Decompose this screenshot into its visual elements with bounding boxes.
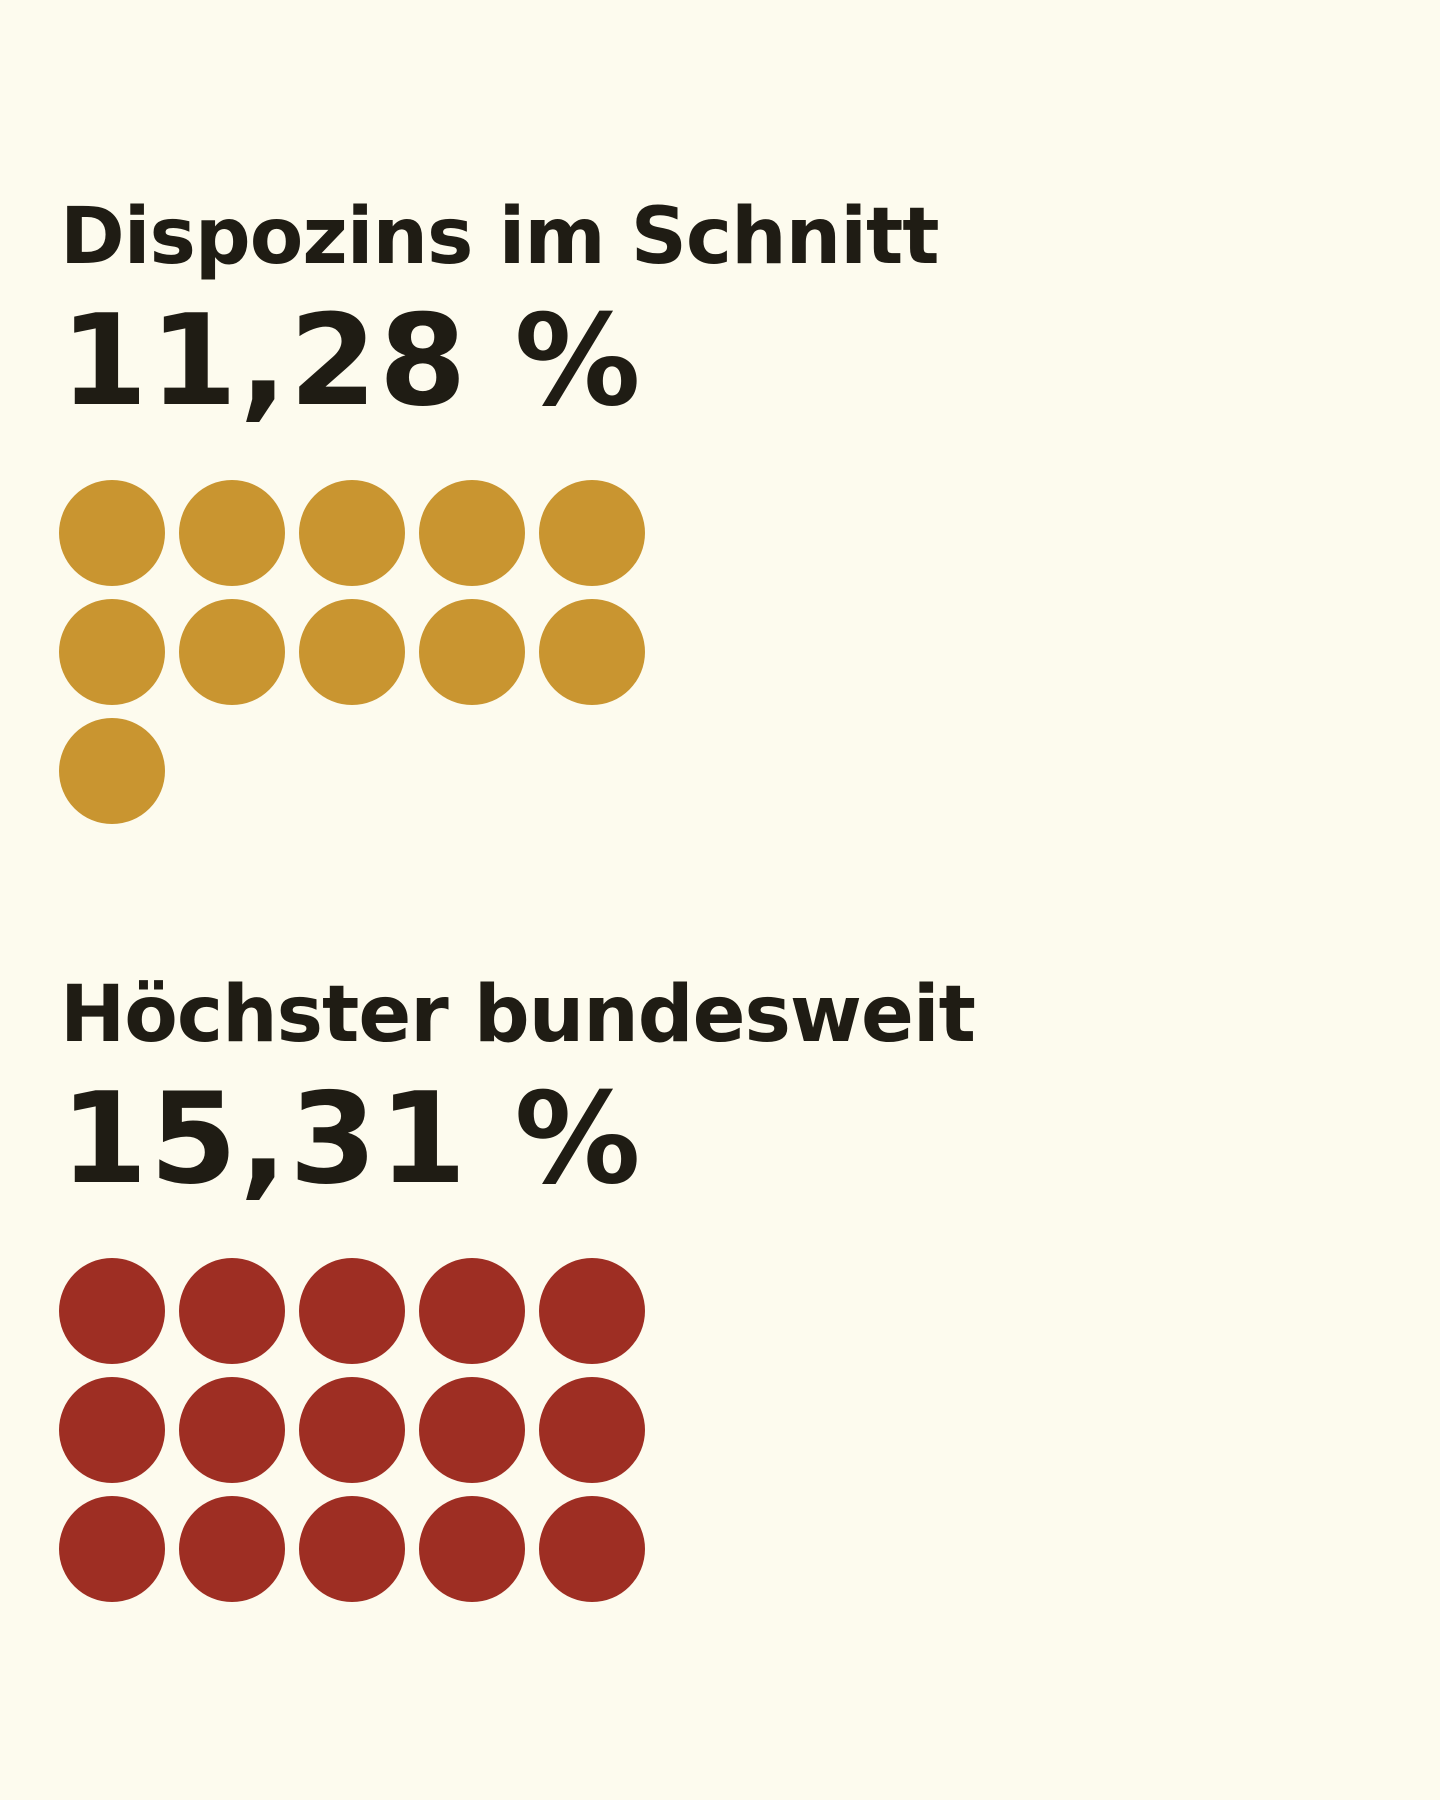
rate-dot bbox=[419, 1258, 525, 1364]
rate-dot bbox=[179, 480, 285, 586]
rate-dot bbox=[179, 1496, 285, 1602]
rate-dot bbox=[59, 480, 165, 586]
rate-dot bbox=[59, 1496, 165, 1602]
rate-dot bbox=[539, 480, 645, 586]
rate-dot bbox=[539, 1496, 645, 1602]
rate-dot bbox=[59, 718, 165, 824]
rate-dot bbox=[299, 599, 405, 705]
rate-dot bbox=[299, 1377, 405, 1483]
highest-rate-section: Höchster bundesweit 15,31 % bbox=[60, 968, 976, 1212]
rate-dot bbox=[419, 480, 525, 586]
rate-dot bbox=[179, 1258, 285, 1364]
rate-dot bbox=[299, 480, 405, 586]
rate-dot bbox=[419, 1377, 525, 1483]
rate-dot bbox=[59, 1377, 165, 1483]
rate-dot bbox=[59, 599, 165, 705]
rate-dot bbox=[419, 1496, 525, 1602]
rate-dot bbox=[419, 599, 525, 705]
rate-dot bbox=[539, 599, 645, 705]
average-rate-section: Dispozins im Schnitt 11,28 % bbox=[60, 190, 940, 434]
rate-dot bbox=[299, 1258, 405, 1364]
rate-dot bbox=[539, 1258, 645, 1364]
average-rate-value: 11,28 % bbox=[60, 287, 643, 434]
rate-dot bbox=[179, 1377, 285, 1483]
rate-dot bbox=[539, 1377, 645, 1483]
rate-dot bbox=[59, 1258, 165, 1364]
rate-dot bbox=[179, 599, 285, 705]
highest-rate-title: Höchster bundesweit bbox=[60, 970, 976, 1060]
average-rate-title: Dispozins im Schnitt bbox=[60, 192, 940, 282]
rate-dot bbox=[299, 1496, 405, 1602]
highest-rate-value: 15,31 % bbox=[60, 1065, 643, 1212]
